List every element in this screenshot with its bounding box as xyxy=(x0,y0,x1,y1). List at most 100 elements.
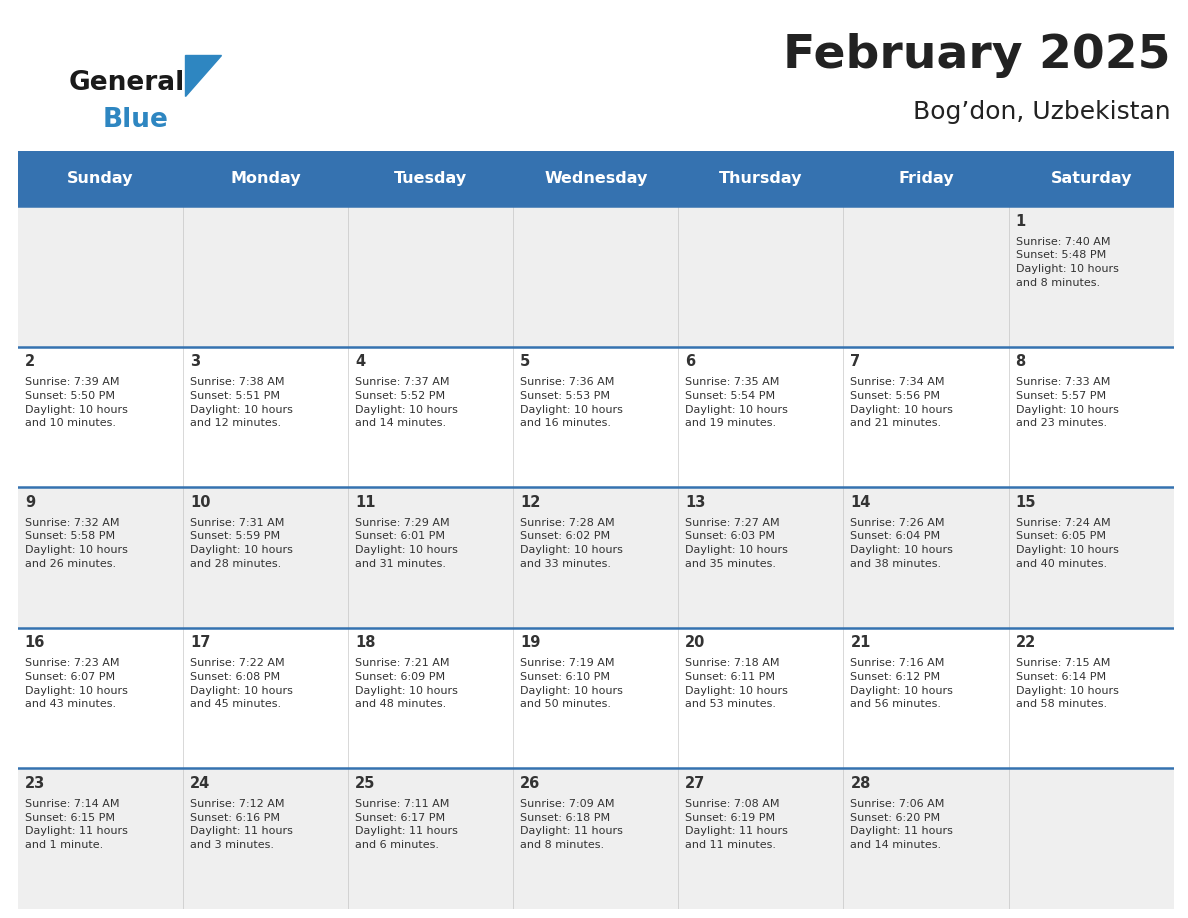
Bar xyxy=(18,151,183,206)
Text: 7: 7 xyxy=(851,354,860,369)
Bar xyxy=(1009,151,1174,206)
Text: 1: 1 xyxy=(1016,214,1025,229)
Text: February 2025: February 2025 xyxy=(783,33,1170,78)
Text: Monday: Monday xyxy=(230,172,301,186)
Text: Sunrise: 7:24 AM
Sunset: 6:05 PM
Daylight: 10 hours
and 40 minutes.: Sunrise: 7:24 AM Sunset: 6:05 PM Dayligh… xyxy=(1016,518,1118,568)
Text: 23: 23 xyxy=(25,776,45,790)
Bar xyxy=(348,151,513,206)
Bar xyxy=(183,151,348,206)
Text: Sunrise: 7:34 AM
Sunset: 5:56 PM
Daylight: 10 hours
and 21 minutes.: Sunrise: 7:34 AM Sunset: 5:56 PM Dayligh… xyxy=(851,377,953,428)
Bar xyxy=(348,206,513,347)
Text: Bog’don, Uzbekistan: Bog’don, Uzbekistan xyxy=(912,100,1170,124)
Text: 2: 2 xyxy=(25,354,34,369)
Bar xyxy=(1009,768,1174,909)
Bar xyxy=(513,487,678,628)
Text: Sunrise: 7:31 AM
Sunset: 5:59 PM
Daylight: 10 hours
and 28 minutes.: Sunrise: 7:31 AM Sunset: 5:59 PM Dayligh… xyxy=(190,518,292,568)
Text: Sunrise: 7:32 AM
Sunset: 5:58 PM
Daylight: 10 hours
and 26 minutes.: Sunrise: 7:32 AM Sunset: 5:58 PM Dayligh… xyxy=(25,518,127,568)
Text: Sunrise: 7:19 AM
Sunset: 6:10 PM
Daylight: 10 hours
and 50 minutes.: Sunrise: 7:19 AM Sunset: 6:10 PM Dayligh… xyxy=(520,658,623,710)
Bar xyxy=(678,206,843,347)
Bar xyxy=(513,628,678,768)
Text: 27: 27 xyxy=(685,776,706,790)
Bar xyxy=(183,347,348,487)
Text: Sunrise: 7:28 AM
Sunset: 6:02 PM
Daylight: 10 hours
and 33 minutes.: Sunrise: 7:28 AM Sunset: 6:02 PM Dayligh… xyxy=(520,518,623,568)
Bar xyxy=(843,206,1009,347)
Text: 10: 10 xyxy=(190,495,210,509)
Text: Sunrise: 7:29 AM
Sunset: 6:01 PM
Daylight: 10 hours
and 31 minutes.: Sunrise: 7:29 AM Sunset: 6:01 PM Dayligh… xyxy=(355,518,457,568)
Bar xyxy=(348,628,513,768)
Text: Sunrise: 7:22 AM
Sunset: 6:08 PM
Daylight: 10 hours
and 45 minutes.: Sunrise: 7:22 AM Sunset: 6:08 PM Dayligh… xyxy=(190,658,292,710)
Text: 9: 9 xyxy=(25,495,34,509)
Text: 6: 6 xyxy=(685,354,695,369)
Bar xyxy=(183,206,348,347)
Bar xyxy=(183,487,348,628)
Text: Sunrise: 7:26 AM
Sunset: 6:04 PM
Daylight: 10 hours
and 38 minutes.: Sunrise: 7:26 AM Sunset: 6:04 PM Dayligh… xyxy=(851,518,953,568)
Text: 15: 15 xyxy=(1016,495,1036,509)
Bar xyxy=(843,768,1009,909)
Text: 20: 20 xyxy=(685,635,706,650)
Bar xyxy=(1009,206,1174,347)
Bar xyxy=(678,768,843,909)
Bar xyxy=(678,347,843,487)
Text: 12: 12 xyxy=(520,495,541,509)
Text: 21: 21 xyxy=(851,635,871,650)
Bar xyxy=(513,768,678,909)
Text: Wednesday: Wednesday xyxy=(544,172,647,186)
Bar xyxy=(183,628,348,768)
Bar xyxy=(18,487,183,628)
Text: 26: 26 xyxy=(520,776,541,790)
Bar xyxy=(18,768,183,909)
Text: 25: 25 xyxy=(355,776,375,790)
Text: Sunrise: 7:09 AM
Sunset: 6:18 PM
Daylight: 11 hours
and 8 minutes.: Sunrise: 7:09 AM Sunset: 6:18 PM Dayligh… xyxy=(520,799,623,850)
Text: Sunrise: 7:11 AM
Sunset: 6:17 PM
Daylight: 11 hours
and 6 minutes.: Sunrise: 7:11 AM Sunset: 6:17 PM Dayligh… xyxy=(355,799,457,850)
Text: Tuesday: Tuesday xyxy=(394,172,467,186)
Text: 18: 18 xyxy=(355,635,375,650)
Bar xyxy=(513,347,678,487)
Bar xyxy=(183,768,348,909)
Text: Sunday: Sunday xyxy=(68,172,133,186)
Bar xyxy=(843,487,1009,628)
Text: 14: 14 xyxy=(851,495,871,509)
Bar xyxy=(513,151,678,206)
Bar xyxy=(18,628,183,768)
Text: Sunrise: 7:33 AM
Sunset: 5:57 PM
Daylight: 10 hours
and 23 minutes.: Sunrise: 7:33 AM Sunset: 5:57 PM Dayligh… xyxy=(1016,377,1118,428)
Text: 4: 4 xyxy=(355,354,365,369)
Bar xyxy=(1009,628,1174,768)
Bar xyxy=(18,206,183,347)
Text: 5: 5 xyxy=(520,354,530,369)
Text: Saturday: Saturday xyxy=(1050,172,1132,186)
Text: Friday: Friday xyxy=(898,172,954,186)
Text: Sunrise: 7:18 AM
Sunset: 6:11 PM
Daylight: 10 hours
and 53 minutes.: Sunrise: 7:18 AM Sunset: 6:11 PM Dayligh… xyxy=(685,658,788,710)
Text: 3: 3 xyxy=(190,354,200,369)
Bar xyxy=(678,487,843,628)
Text: 16: 16 xyxy=(25,635,45,650)
Text: Sunrise: 7:06 AM
Sunset: 6:20 PM
Daylight: 11 hours
and 14 minutes.: Sunrise: 7:06 AM Sunset: 6:20 PM Dayligh… xyxy=(851,799,953,850)
Text: General: General xyxy=(69,71,185,96)
Bar xyxy=(513,206,678,347)
Bar xyxy=(843,347,1009,487)
Text: Sunrise: 7:14 AM
Sunset: 6:15 PM
Daylight: 11 hours
and 1 minute.: Sunrise: 7:14 AM Sunset: 6:15 PM Dayligh… xyxy=(25,799,127,850)
Bar xyxy=(348,487,513,628)
Bar xyxy=(18,347,183,487)
Text: Thursday: Thursday xyxy=(719,172,803,186)
Text: 22: 22 xyxy=(1016,635,1036,650)
Bar xyxy=(1009,487,1174,628)
Text: 8: 8 xyxy=(1016,354,1025,369)
Text: Sunrise: 7:40 AM
Sunset: 5:48 PM
Daylight: 10 hours
and 8 minutes.: Sunrise: 7:40 AM Sunset: 5:48 PM Dayligh… xyxy=(1016,237,1118,287)
Text: Blue: Blue xyxy=(102,107,168,133)
Text: Sunrise: 7:39 AM
Sunset: 5:50 PM
Daylight: 10 hours
and 10 minutes.: Sunrise: 7:39 AM Sunset: 5:50 PM Dayligh… xyxy=(25,377,127,428)
Text: Sunrise: 7:15 AM
Sunset: 6:14 PM
Daylight: 10 hours
and 58 minutes.: Sunrise: 7:15 AM Sunset: 6:14 PM Dayligh… xyxy=(1016,658,1118,710)
Text: Sunrise: 7:23 AM
Sunset: 6:07 PM
Daylight: 10 hours
and 43 minutes.: Sunrise: 7:23 AM Sunset: 6:07 PM Dayligh… xyxy=(25,658,127,710)
Text: 11: 11 xyxy=(355,495,375,509)
Text: Sunrise: 7:12 AM
Sunset: 6:16 PM
Daylight: 11 hours
and 3 minutes.: Sunrise: 7:12 AM Sunset: 6:16 PM Dayligh… xyxy=(190,799,292,850)
Bar xyxy=(843,628,1009,768)
Text: 28: 28 xyxy=(851,776,871,790)
Bar xyxy=(678,628,843,768)
Text: 13: 13 xyxy=(685,495,706,509)
Bar xyxy=(348,768,513,909)
Bar xyxy=(1009,347,1174,487)
Text: Sunrise: 7:38 AM
Sunset: 5:51 PM
Daylight: 10 hours
and 12 minutes.: Sunrise: 7:38 AM Sunset: 5:51 PM Dayligh… xyxy=(190,377,292,428)
Bar xyxy=(678,151,843,206)
Text: Sunrise: 7:21 AM
Sunset: 6:09 PM
Daylight: 10 hours
and 48 minutes.: Sunrise: 7:21 AM Sunset: 6:09 PM Dayligh… xyxy=(355,658,457,710)
Text: Sunrise: 7:27 AM
Sunset: 6:03 PM
Daylight: 10 hours
and 35 minutes.: Sunrise: 7:27 AM Sunset: 6:03 PM Dayligh… xyxy=(685,518,788,568)
Text: Sunrise: 7:08 AM
Sunset: 6:19 PM
Daylight: 11 hours
and 11 minutes.: Sunrise: 7:08 AM Sunset: 6:19 PM Dayligh… xyxy=(685,799,788,850)
